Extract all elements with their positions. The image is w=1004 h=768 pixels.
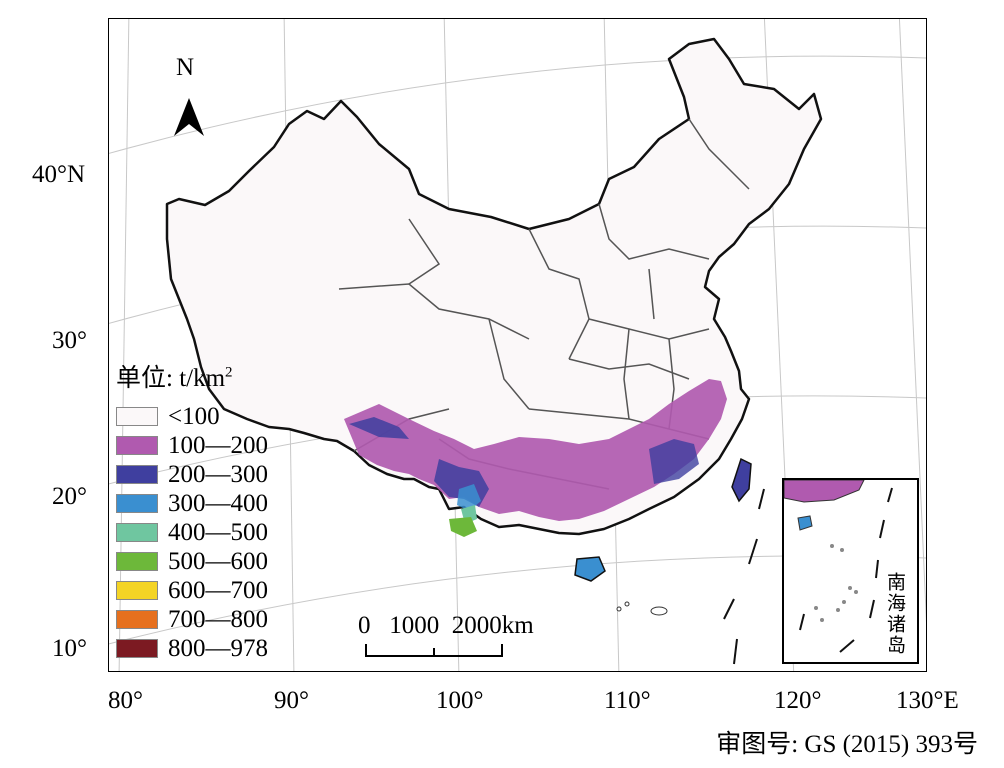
lat-label-40: 40°N <box>32 161 86 188</box>
map-frame <box>108 18 927 672</box>
legend-item: 100—200 <box>116 431 268 460</box>
legend-label: 100—200 <box>168 431 268 459</box>
inset-label: 南海诸岛 <box>884 572 906 656</box>
south-china-sea-inset: 南海诸岛 <box>782 478 919 664</box>
taiwan-island <box>731 457 752 503</box>
lat-label-10: 10° <box>52 635 87 662</box>
legend-swatch <box>116 523 158 542</box>
legend: <100 100—200 200—300 300—400 400—500 500—600 6… <box>116 402 268 663</box>
lon-label-90: 90° <box>274 687 309 714</box>
lon-label-110: 110° <box>604 687 651 714</box>
legend-swatch <box>116 581 158 600</box>
legend-item: <100 <box>116 402 268 431</box>
legend-title: 单位: t/km2 <box>116 364 233 392</box>
legend-label: 500—600 <box>168 547 268 575</box>
lon-label-100: 100° <box>436 687 484 714</box>
legend-label: 700—800 <box>168 605 268 633</box>
north-arrow-icon <box>174 98 204 136</box>
legend-swatch <box>116 436 158 455</box>
china-outline <box>165 37 823 536</box>
map-canvas <box>109 19 926 671</box>
small-islands <box>616 601 668 616</box>
legend-item: 400—500 <box>116 518 268 547</box>
inset-map <box>784 480 893 653</box>
legend-swatch <box>116 639 158 658</box>
legend-label: 400—500 <box>168 518 268 546</box>
hainan-island <box>574 556 606 582</box>
lat-label-30: 30° <box>52 327 87 354</box>
legend-label: 800—978 <box>168 634 268 662</box>
scale-bar-label: 0 1000 2000km <box>358 612 534 639</box>
lat-label-20: 20° <box>52 483 87 510</box>
legend-label: <100 <box>168 402 220 430</box>
legend-swatch <box>116 465 158 484</box>
legend-item: 300—400 <box>116 489 268 518</box>
maritime-dashes <box>723 488 765 665</box>
lon-label-80: 80° <box>108 687 143 714</box>
north-label: N <box>176 54 195 81</box>
legend-item: 800—978 <box>116 634 268 663</box>
legend-swatch <box>116 407 158 426</box>
legend-label: 600—700 <box>168 576 268 604</box>
legend-swatch <box>116 610 158 629</box>
legend-item: 200—300 <box>116 460 268 489</box>
legend-item: 500—600 <box>116 547 268 576</box>
map-approval-number: 审图号: GS (2015) 393号 <box>716 731 978 758</box>
legend-item: 600—700 <box>116 576 268 605</box>
legend-label: 300—400 <box>168 489 268 517</box>
legend-item: 700—800 <box>116 605 268 634</box>
lon-label-120: 120° <box>774 687 822 714</box>
legend-swatch <box>116 494 158 513</box>
legend-swatch <box>116 552 158 571</box>
legend-label: 200—300 <box>168 460 268 488</box>
scale-bar-line <box>365 644 503 657</box>
lon-label-130e: 130°E <box>896 687 959 714</box>
erosion-zones <box>344 379 727 537</box>
